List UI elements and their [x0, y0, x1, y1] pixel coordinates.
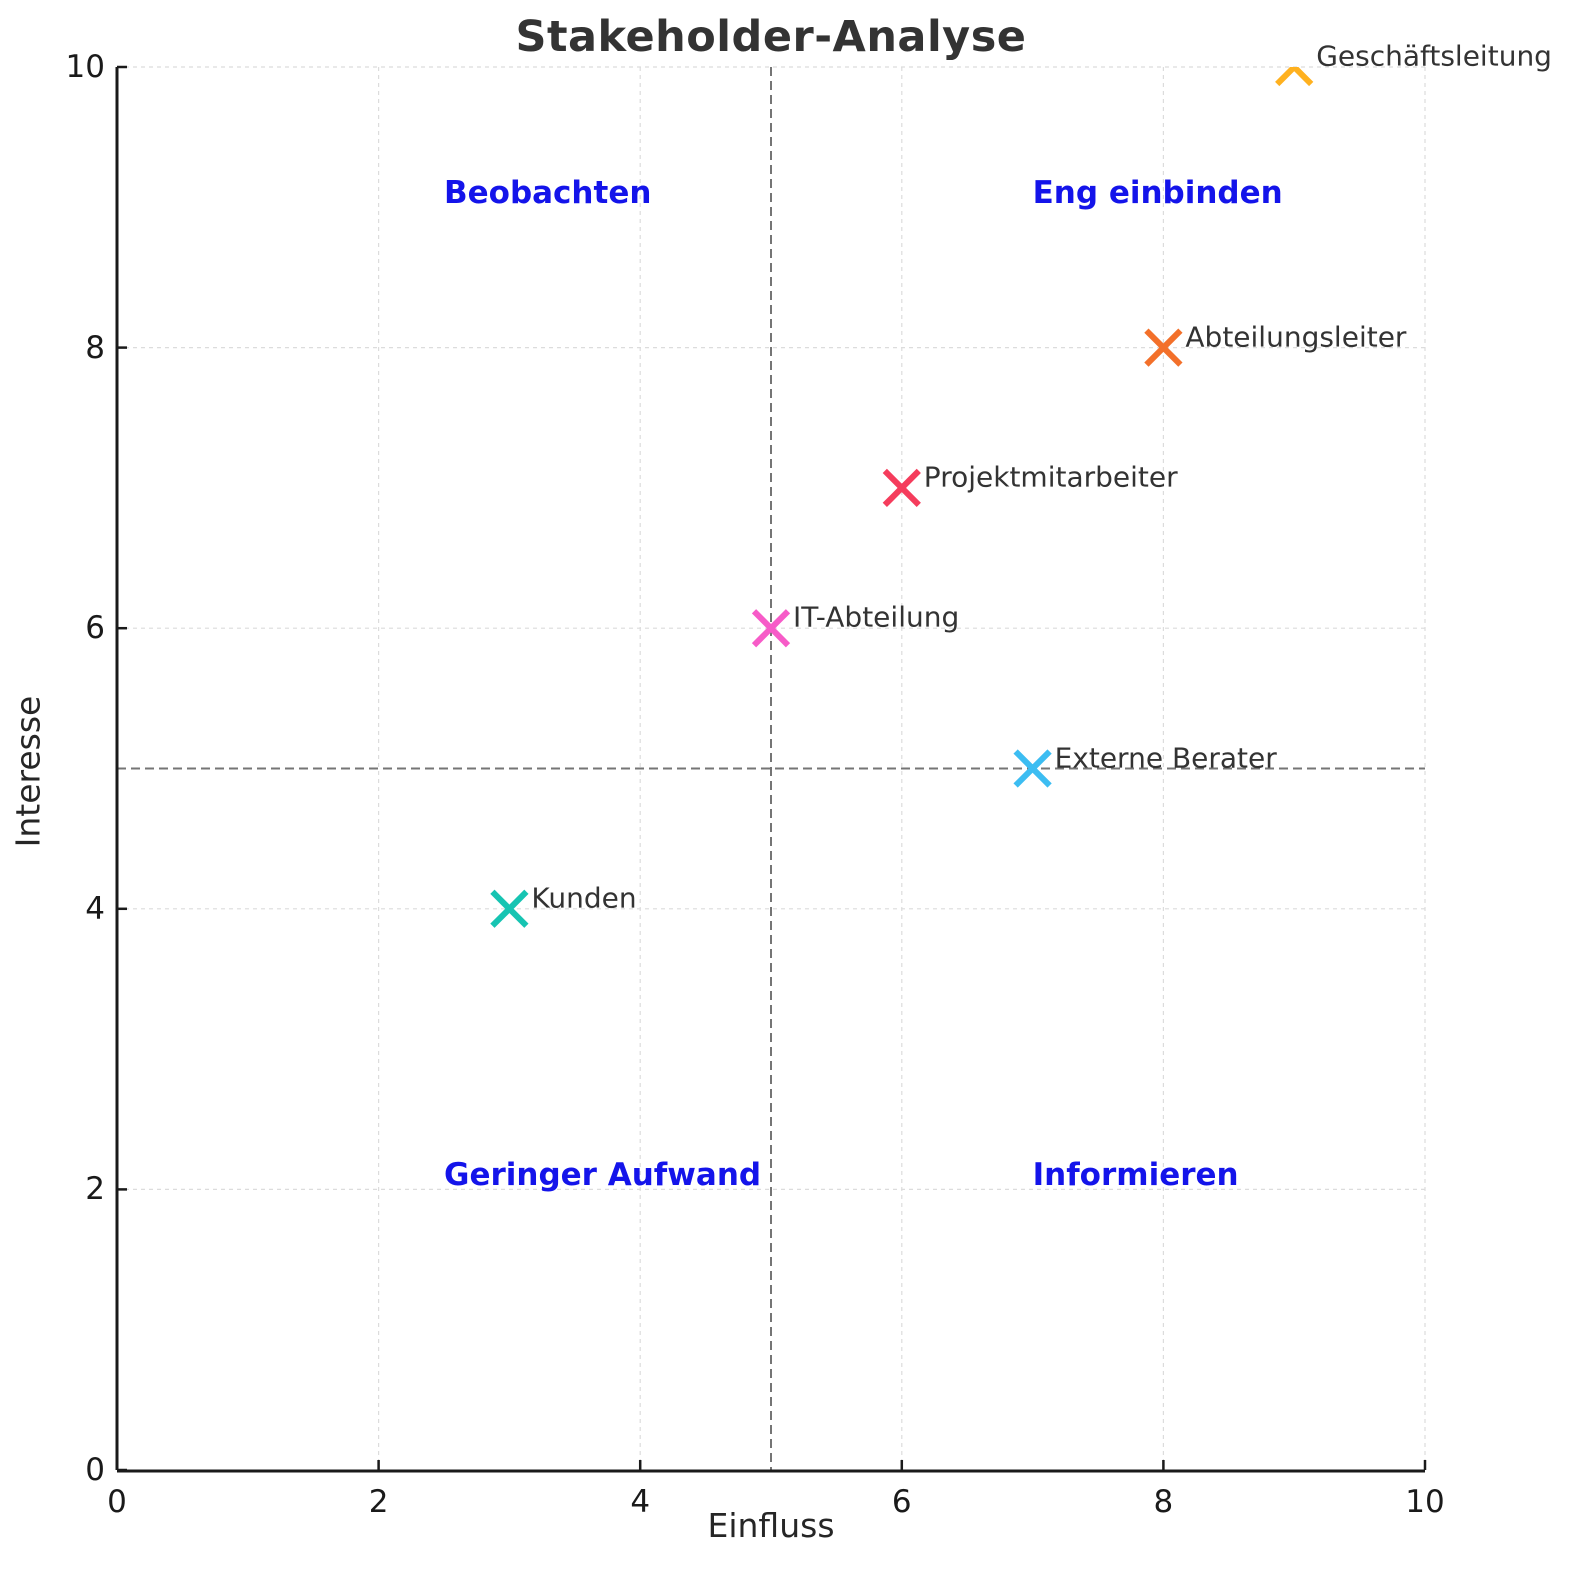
point-label-4: Externe Berater	[1054, 741, 1277, 774]
y-tick-label-4: 4	[85, 890, 105, 927]
x-axis-label: Einfluss	[707, 1506, 835, 1545]
x-tick-label-0: 0	[107, 1484, 127, 1520]
marker-5-stroke-b	[490, 889, 529, 928]
x-tick-label-4: 4	[630, 1484, 651, 1520]
marker-3-stroke-b	[751, 609, 791, 648]
point-label-1: Abteilungsleiter	[1185, 320, 1407, 354]
x-tick-label-8: 8	[1153, 1484, 1174, 1520]
y-tick-label-2: 2	[85, 1171, 105, 1208]
point-label-2: Projektmitarbeiter	[923, 460, 1178, 494]
quadrant-label-3: Informieren	[1032, 1157, 1239, 1194]
marker-4-stroke-b	[1013, 749, 1052, 788]
point-label-5: Kunden	[531, 881, 637, 915]
marker-0-stroke-a	[1289, 67, 1314, 87]
marker-2-stroke-b	[882, 468, 921, 508]
x-tick-label-10: 10	[1405, 1484, 1445, 1520]
quadrant-label-0: Beobachten	[444, 175, 652, 212]
x-tick-label-6: 6	[891, 1484, 912, 1520]
x-tick-label-2: 2	[368, 1484, 389, 1520]
marker-1-stroke-b	[1144, 328, 1183, 367]
y-tick-label-0: 0	[85, 1452, 105, 1488]
quadrant-label-1: Eng einbinden	[1032, 175, 1283, 212]
point-label-0: Geschäftsleitung	[1316, 39, 1552, 73]
marker-0-stroke-b	[1275, 67, 1299, 87]
point-label-3: IT-Abteilung	[793, 600, 960, 634]
y-axis-label: Interesse	[8, 695, 48, 848]
quadrant-label-2: Geringer Aufwand	[444, 1157, 762, 1194]
y-tick-label-8: 8	[85, 329, 105, 366]
y-tick-label-6: 6	[85, 610, 105, 647]
y-tick-label-10: 10	[65, 49, 105, 85]
chart-title: Stakeholder-Analyse	[515, 12, 1027, 62]
